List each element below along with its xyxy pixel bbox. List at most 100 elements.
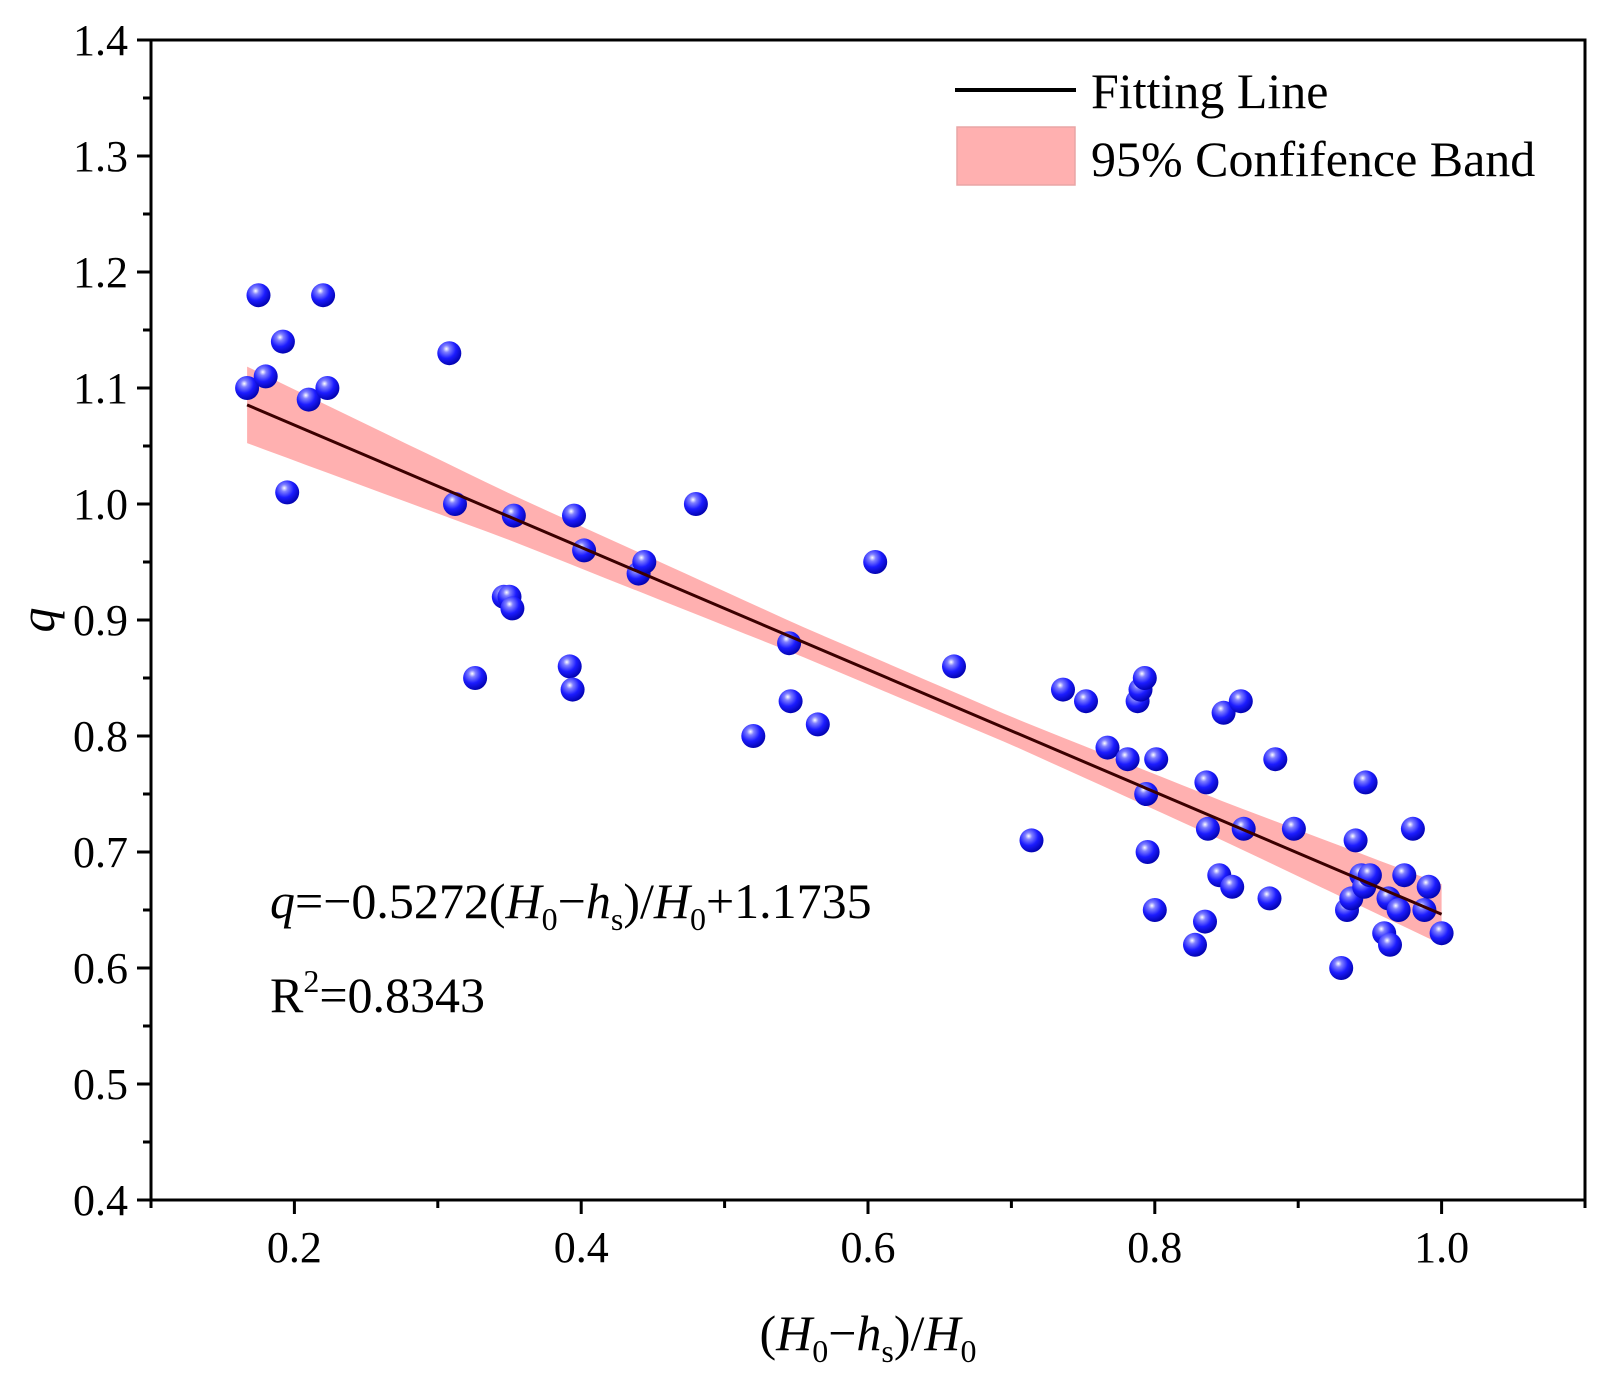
y-tick-label: 1.3 [73,132,128,181]
data-point [778,689,803,714]
data-point [1134,782,1159,806]
data-point [562,503,586,528]
data-point [1193,909,1217,934]
data-point [942,654,966,679]
eq-intercept: +1.1735 [706,873,872,929]
x-tick-label: 0.4 [554,1223,609,1272]
data-point [1115,747,1140,772]
y-tick-label: 1.4 [73,16,128,65]
plot-frame [149,38,1587,1202]
eq-minus: − [558,873,586,929]
data-point [1142,898,1167,922]
x-axis-title-sub02: 0 [961,1333,977,1369]
fitting-line-layer [246,403,1443,916]
confidence-band-layer [247,366,1442,945]
data-point [1144,747,1169,772]
y-tick-label: 0.5 [73,1060,128,1109]
eq-h0b-sub: 0 [690,901,706,937]
x-tick-label: 0.2 [267,1223,322,1272]
eq-hs-sub: s [611,901,623,937]
data-point [741,724,766,748]
data-point [1329,956,1354,980]
data-point [1051,677,1075,702]
data-point [632,550,657,574]
eq-h0: H [505,873,545,929]
r-squared: R2=0.8343 [270,963,485,1023]
r2-value: =0.8343 [319,967,485,1023]
data-point [1132,666,1157,690]
data-point [1353,770,1378,795]
data-point [683,492,708,516]
y-axis-title: q [9,608,65,633]
data-point [1211,700,1236,725]
data-point [1074,689,1098,714]
confidence-band [247,366,1442,945]
data-point [1183,932,1207,957]
legend-confidence-band-swatch [956,126,1076,186]
legend-confidence-band-label: 95% Confifence Band [1091,131,1535,187]
regression-equation: q=−0.5272(H0−hs)/H0+1.1735 [270,873,872,937]
data-point [1228,689,1253,714]
data-point [863,550,888,574]
data-point [246,283,271,308]
eq-h0-sub: 0 [542,901,558,937]
data-point [1386,898,1411,922]
data-point [572,538,597,563]
legend-fitting-line-label: Fitting Line [1091,63,1329,119]
data-point [1416,874,1441,899]
data-point [253,364,278,389]
axis-ticks-layer [137,38,1587,1214]
y-tick-label: 1.2 [73,248,128,297]
r2-sup: 2 [303,963,319,999]
data-point [275,480,300,505]
data-point [1257,886,1282,911]
data-point [1281,816,1306,841]
data-point [1220,874,1245,899]
data-point [1135,840,1160,864]
data-point [1343,828,1368,853]
data-point [315,376,340,400]
data-point [1400,816,1425,841]
x-tick-label: 1.0 [1414,1223,1469,1272]
eq-div: )/ [623,873,654,929]
r2-r: R [270,967,304,1023]
data-point [805,712,830,737]
y-tick-label: 0.8 [73,712,128,761]
x-axis-title-h: H [775,1305,815,1361]
data-point [1195,816,1220,841]
x-axis-title-sub0: 0 [812,1333,828,1369]
data-point [500,596,525,621]
y-tick-label: 1.1 [73,364,128,413]
y-tick-label: 0.7 [73,828,128,877]
data-point [1263,747,1288,772]
x-tick-label: 0.6 [841,1223,896,1272]
x-axis-title-subs: s [881,1333,893,1369]
fitting-line [246,403,1443,916]
data-point [1019,828,1044,853]
data-point [1194,770,1219,795]
eq-hs: h [586,873,611,929]
y-tick-label: 0.6 [73,944,128,993]
data-point [560,677,585,702]
data-point [296,387,321,412]
data-point [557,654,582,679]
eq-h0b: H [653,873,693,929]
eq-q: q [270,873,295,929]
data-point [463,666,488,690]
data-point [1392,863,1417,888]
x-axis-title-h2: H [923,1305,963,1361]
data-point [235,376,260,400]
x-tick-label: 0.8 [1127,1223,1182,1272]
eq-coef: =−0.5272( [295,873,506,929]
data-point [311,283,336,308]
x-axis-title-minus: − [828,1305,856,1361]
data-point [437,341,462,366]
y-tick-label: 1.0 [73,480,128,529]
data-point [1429,921,1454,946]
x-axis-title: (H0−hs)/H0 [759,1305,976,1369]
x-tick-labels: 0.2 0.4 0.6 0.8 1.0 [267,1223,1469,1272]
data-point [270,329,295,354]
data-point [443,492,467,516]
x-axis-title-hs: h [856,1305,881,1361]
